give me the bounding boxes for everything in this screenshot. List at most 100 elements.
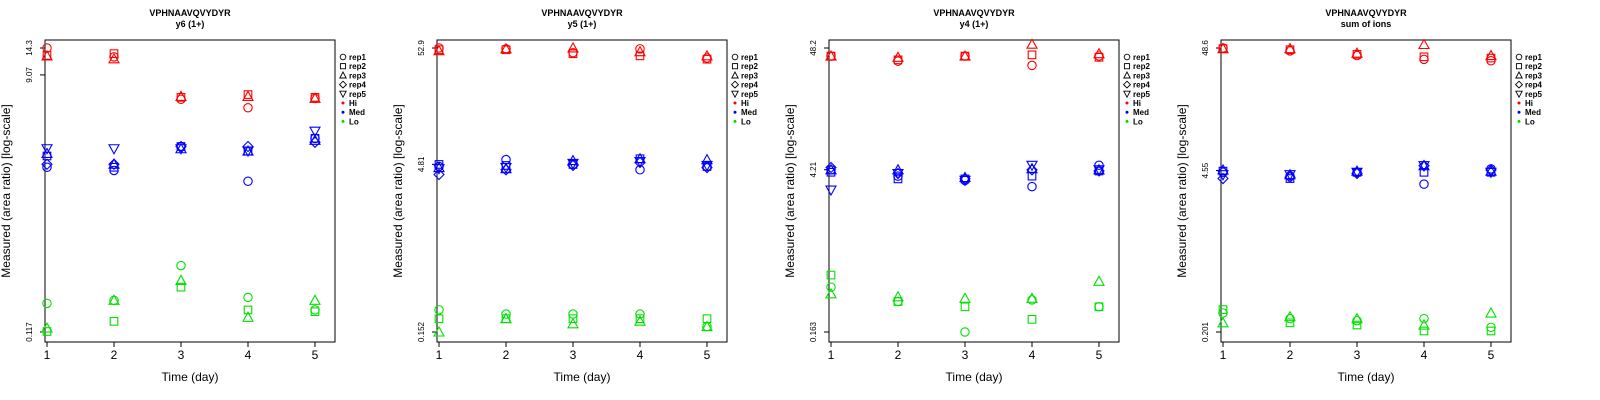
legend-label-rep5: rep5 [1133,90,1150,99]
x-tick-label: 4 [1029,348,1036,362]
point-med-square-day2 [109,162,119,172]
point-lo-triangle-up-day2 [892,290,904,302]
legend-marker-rep3 [339,71,347,79]
point-lo-circle-day1 [434,305,444,315]
y-axis-label: Measured (area ratio) [log-scale] [391,104,405,277]
legend-marker-lo [1125,119,1129,123]
point-hi-triangle-up-day4 [242,90,254,101]
point-lo-square-day3 [568,314,578,324]
legend-marker-hi [1517,101,1521,105]
point-med-triangle-down-day5 [1093,165,1105,176]
x-tick-label: 2 [1287,348,1294,362]
x-axis-label: Time (day) [162,370,219,384]
x-tick-label: 5 [1488,348,1495,362]
legend-marker-med [1517,110,1521,114]
point-hi-square-day5 [702,54,712,64]
point-med-square-day4 [1419,167,1429,177]
point-med-diamond-day4 [242,140,254,153]
legend-marker-rep5 [1123,90,1131,99]
point-med-diamond-day1 [433,168,445,181]
point-lo-square-day4 [635,314,645,324]
y-tick-label: 52.9 [417,40,426,56]
point-hi-triangle-up-day1 [433,44,445,56]
point-med-triangle-up-day5 [701,153,713,165]
y-tick-label: 0.117 [25,322,34,342]
point-hi-square-day3 [568,49,578,59]
point-hi-triangle-up-day3 [1351,47,1363,58]
point-med-triangle-down-day5 [309,126,321,138]
y-tick-label: 0.201 [1201,321,1210,342]
point-hi-triangle-up-day1 [825,49,837,61]
point-lo-triangle-up-day5 [1093,275,1105,286]
point-hi-triangle-up-day2 [500,42,512,54]
point-med-diamond-day2 [500,164,512,176]
point-lo-square-day3 [176,282,186,292]
legend-marker-rep3 [1123,71,1131,79]
point-med-diamond-day1 [825,161,837,174]
point-med-triangle-down-day5 [701,160,713,172]
legend-label-rep5: rep5 [1525,90,1542,99]
legend-label-med: Med [1525,108,1541,117]
legend-marker-rep5 [339,90,347,99]
point-med-triangle-down-day2 [108,144,120,155]
point-lo-triangle-up-day1 [825,287,837,299]
point-hi-triangle-up-day1 [1217,42,1229,54]
point-hi-circle-day4 [635,44,645,54]
x-tick-label: 1 [828,348,835,362]
chart-subtitle: sum of ions [1341,19,1392,29]
plot-frame [44,39,336,343]
point-lo-square-day2 [109,317,119,326]
x-tick-label: 3 [1354,348,1361,362]
point-lo-triangle-up-day2 [1284,310,1296,322]
legend-label-rep3: rep3 [349,71,366,80]
point-hi-circle-day4 [243,103,253,113]
legend-marker-rep1 [1123,53,1131,61]
point-lo-circle-day4 [243,292,253,303]
y-tick-label: 48.6 [1201,40,1210,56]
chart-subtitle: y6 (1+) [176,19,205,29]
point-lo-square-day1 [1218,305,1228,314]
point-lo-triangle-up-day4 [1418,318,1430,330]
chart-title: VPHNAAVQVYDYR [933,8,1015,18]
legend-label-rep1: rep1 [1133,53,1150,62]
legend-label-hi: Hi [349,99,357,108]
point-lo-square-day1 [42,327,52,336]
point-lo-square-day1 [826,270,836,280]
point-lo-circle-day2 [501,309,511,319]
point-hi-triangle-up-day5 [309,92,321,103]
point-hi-triangle-up-day5 [1093,47,1105,59]
point-lo-triangle-up-day4 [1026,292,1038,303]
point-lo-circle-day1 [42,298,52,309]
point-med-triangle-down-day2 [1284,170,1296,181]
point-med-circle-day2 [109,165,119,176]
point-lo-triangle-up-day2 [108,294,120,305]
legend-label-lo: Lo [349,117,359,126]
legend-label-rep3: rep3 [741,71,758,80]
point-med-circle-day4 [1027,181,1037,192]
plot-frame [436,39,728,343]
legend-label-rep5: rep5 [349,90,366,99]
point-lo-square-day5 [1094,302,1104,312]
point-lo-circle-day3 [960,327,970,337]
x-tick-label: 4 [637,348,644,362]
point-lo-square-day5 [1486,326,1496,336]
x-tick-label: 2 [895,348,902,362]
point-lo-square-day5 [310,307,320,317]
y-tick-label: 4.21 [809,161,818,177]
point-hi-circle-day4 [1419,54,1429,65]
point-lo-triangle-up-day1 [433,325,445,337]
legend-marker-lo [341,119,345,123]
legend-marker-rep1 [339,53,347,61]
legend-label-med: Med [1133,108,1149,117]
point-med-triangle-down-day2 [500,163,512,174]
chart-subtitle: y5 (1+) [568,19,597,29]
legend-label-rep1: rep1 [741,53,758,62]
y-tick-label: 9.07 [25,67,34,83]
legend-marker-rep2 [731,63,739,70]
legend-marker-rep4 [1122,80,1132,89]
legend-label-rep1: rep1 [1525,53,1542,62]
